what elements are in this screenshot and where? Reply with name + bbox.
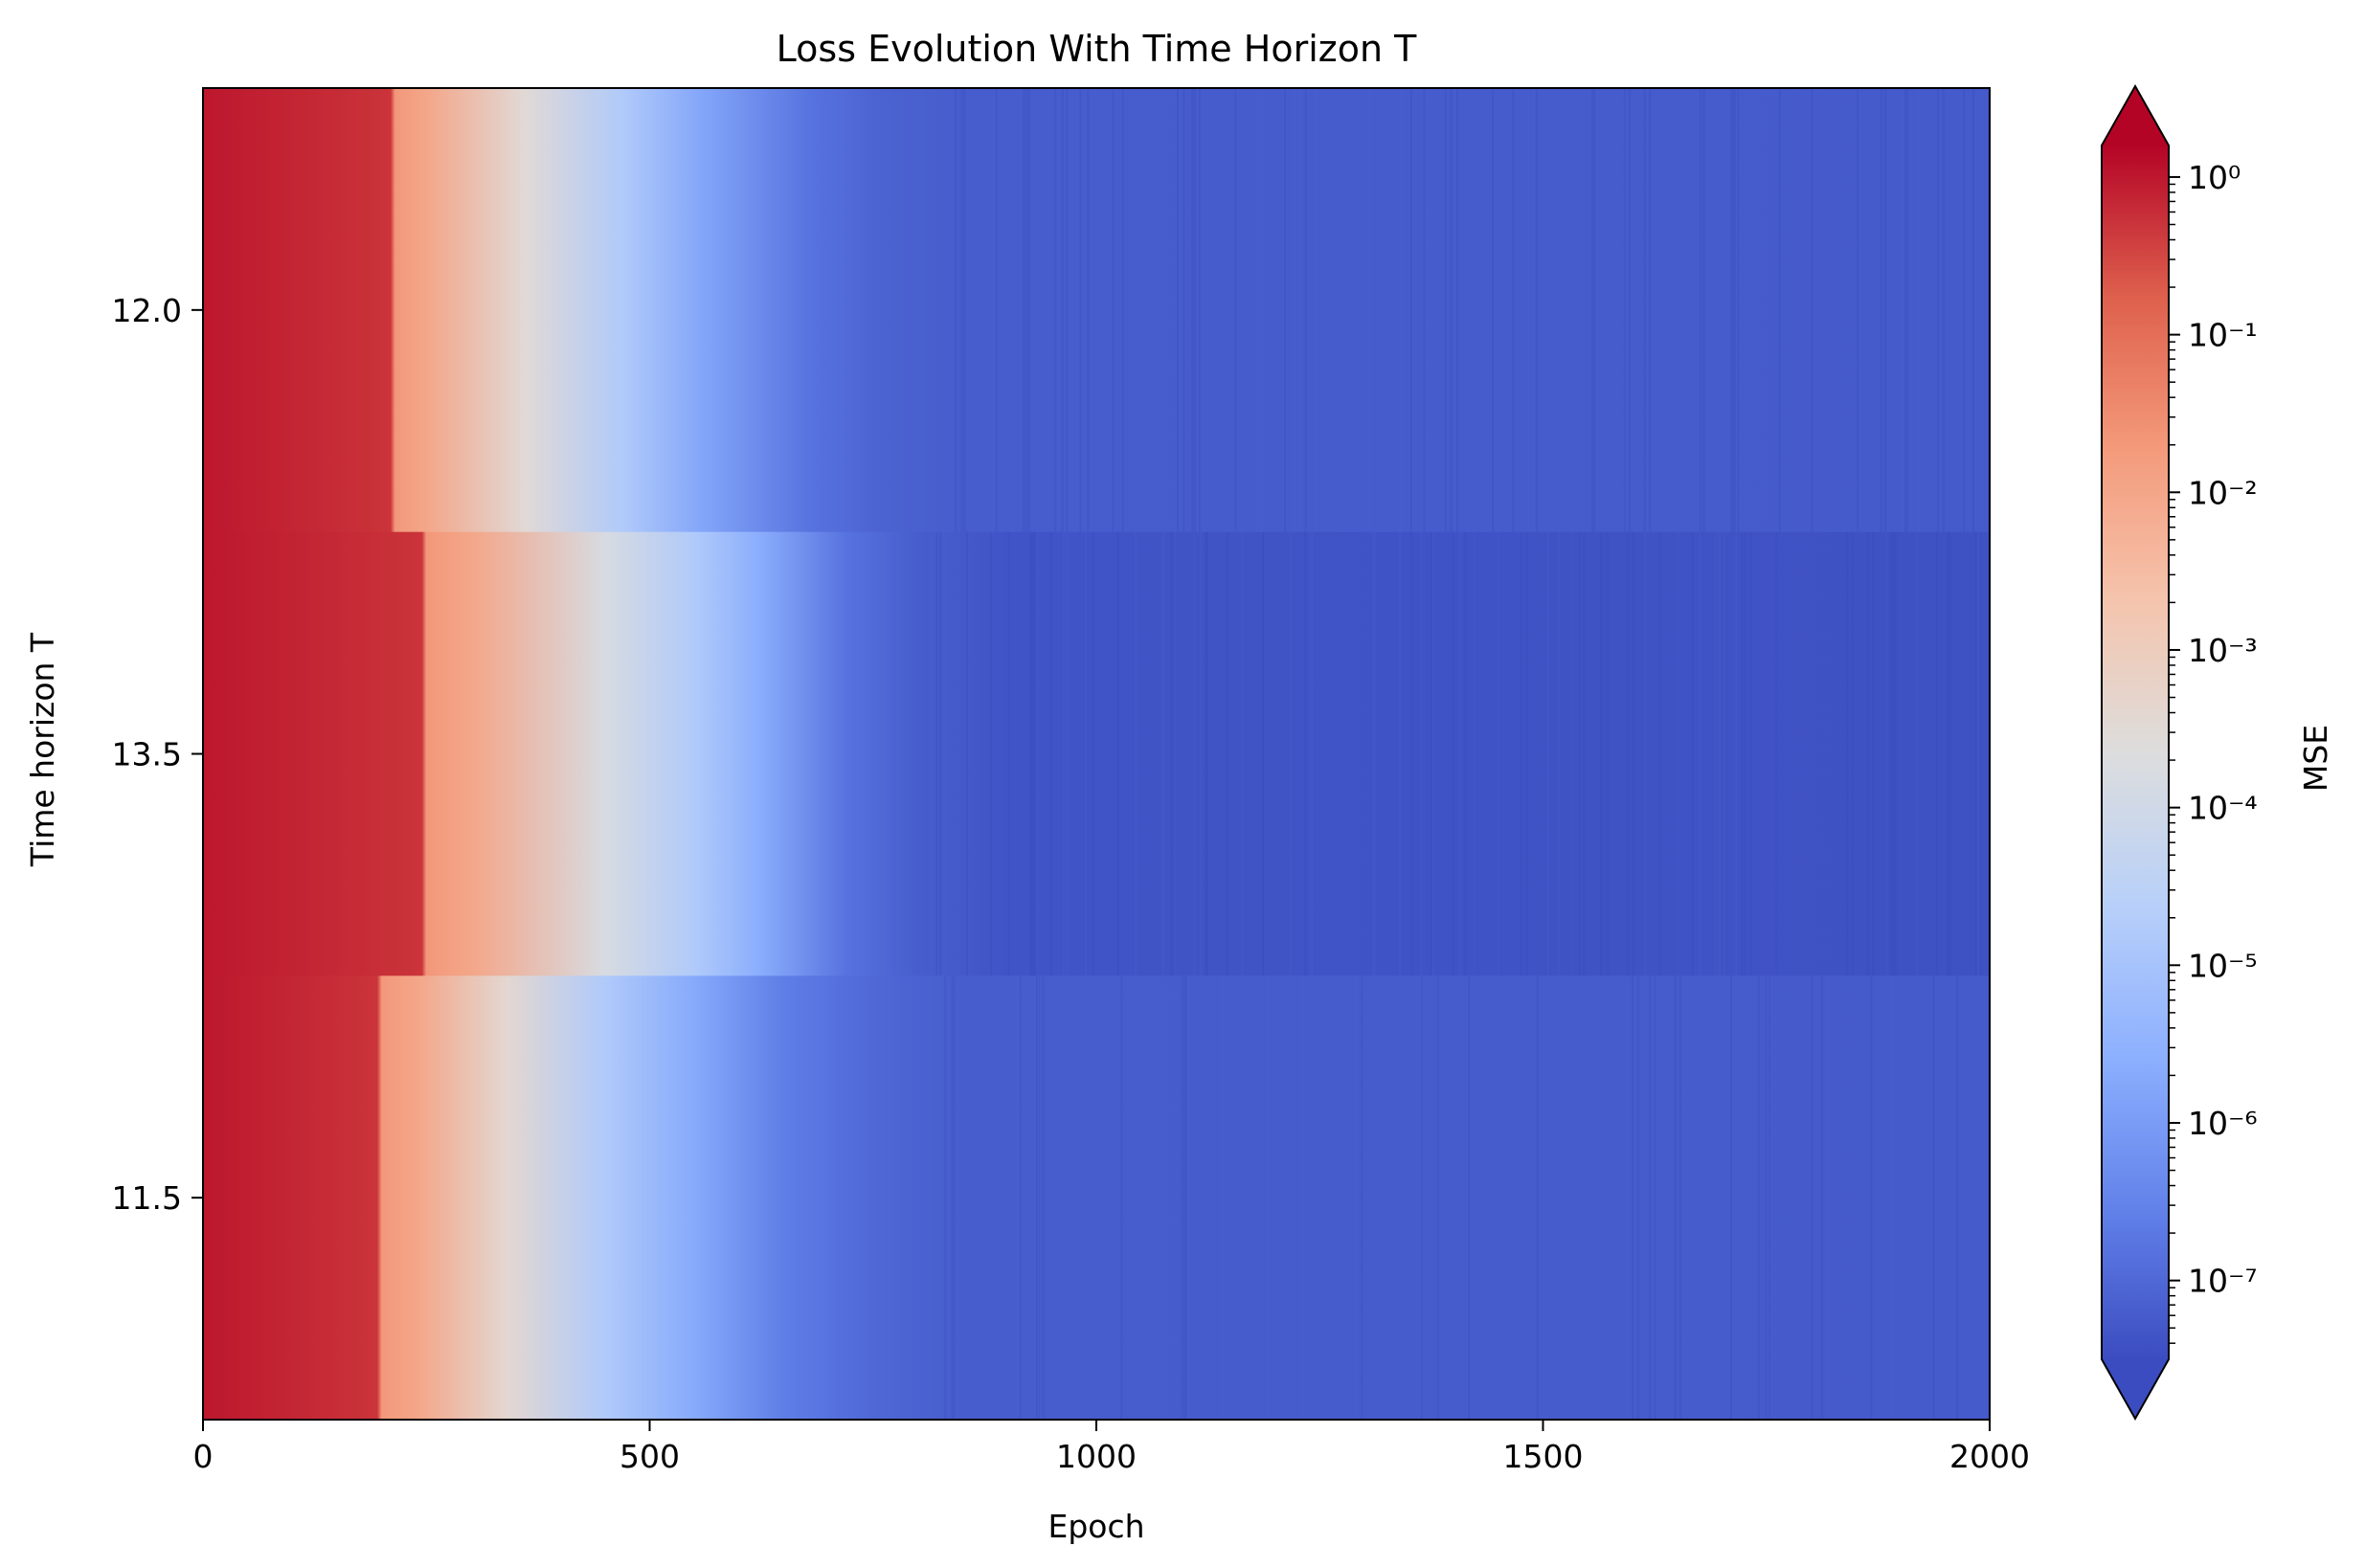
y-axis-label: Time horizon T [24,632,61,867]
colorbar-tick-label: 10⁰ [2188,159,2241,196]
colorbar-tick-label: 10⁻³ [2188,632,2258,669]
colorbar-tick-label: 10⁻⁶ [2188,1105,2258,1142]
y-tick-label: 12.0 [112,292,182,329]
x-tick-label: 500 [619,1438,680,1475]
heatmap-row [203,531,1990,976]
colorbar-label: MSE [2297,725,2334,792]
colorbar-tick-label: 10⁻⁴ [2188,790,2258,827]
chart-title: Loss Evolution With Time Horizon T [777,28,1417,70]
colorbar: 10⁰ 10⁻¹ 10⁻² 10⁻³ 10⁻⁴ 10⁻⁵ 10⁻⁶ 10⁻⁷ [2101,83,2258,1422]
x-axis: 0 500 1000 1500 2000 [193,1420,2030,1475]
y-tick-label: 11.5 [112,1179,182,1217]
heatmap-row [203,88,1990,533]
x-tick-label: 0 [193,1438,214,1475]
colorbar-extend-top [2102,86,2169,146]
y-axis: 12.0 13.5 11.5 [112,292,203,1217]
colorbar-tick-label: 10⁻² [2188,474,2258,511]
colorbar-tick-label: 10⁻⁷ [2188,1263,2258,1300]
heatmap-noise-stripes [935,88,1991,1420]
colorbar-tick-label: 10⁻⁵ [2188,947,2258,984]
x-tick-label: 2000 [1949,1438,2030,1475]
x-tick-label: 1500 [1503,1438,1584,1475]
colorbar-extend-bottom [2102,1359,2169,1419]
colorbar-gradient [2102,146,2169,1359]
y-tick-label: 13.5 [112,736,182,773]
colorbar-outline [2101,83,2170,1422]
x-axis-label: Epoch [1047,1508,1144,1545]
x-tick-label: 1000 [1056,1438,1137,1475]
heatmap-plot-area [202,87,1991,1421]
colorbar-tick-label: 10⁻¹ [2188,317,2258,354]
heatmap-row [203,975,1990,1421]
